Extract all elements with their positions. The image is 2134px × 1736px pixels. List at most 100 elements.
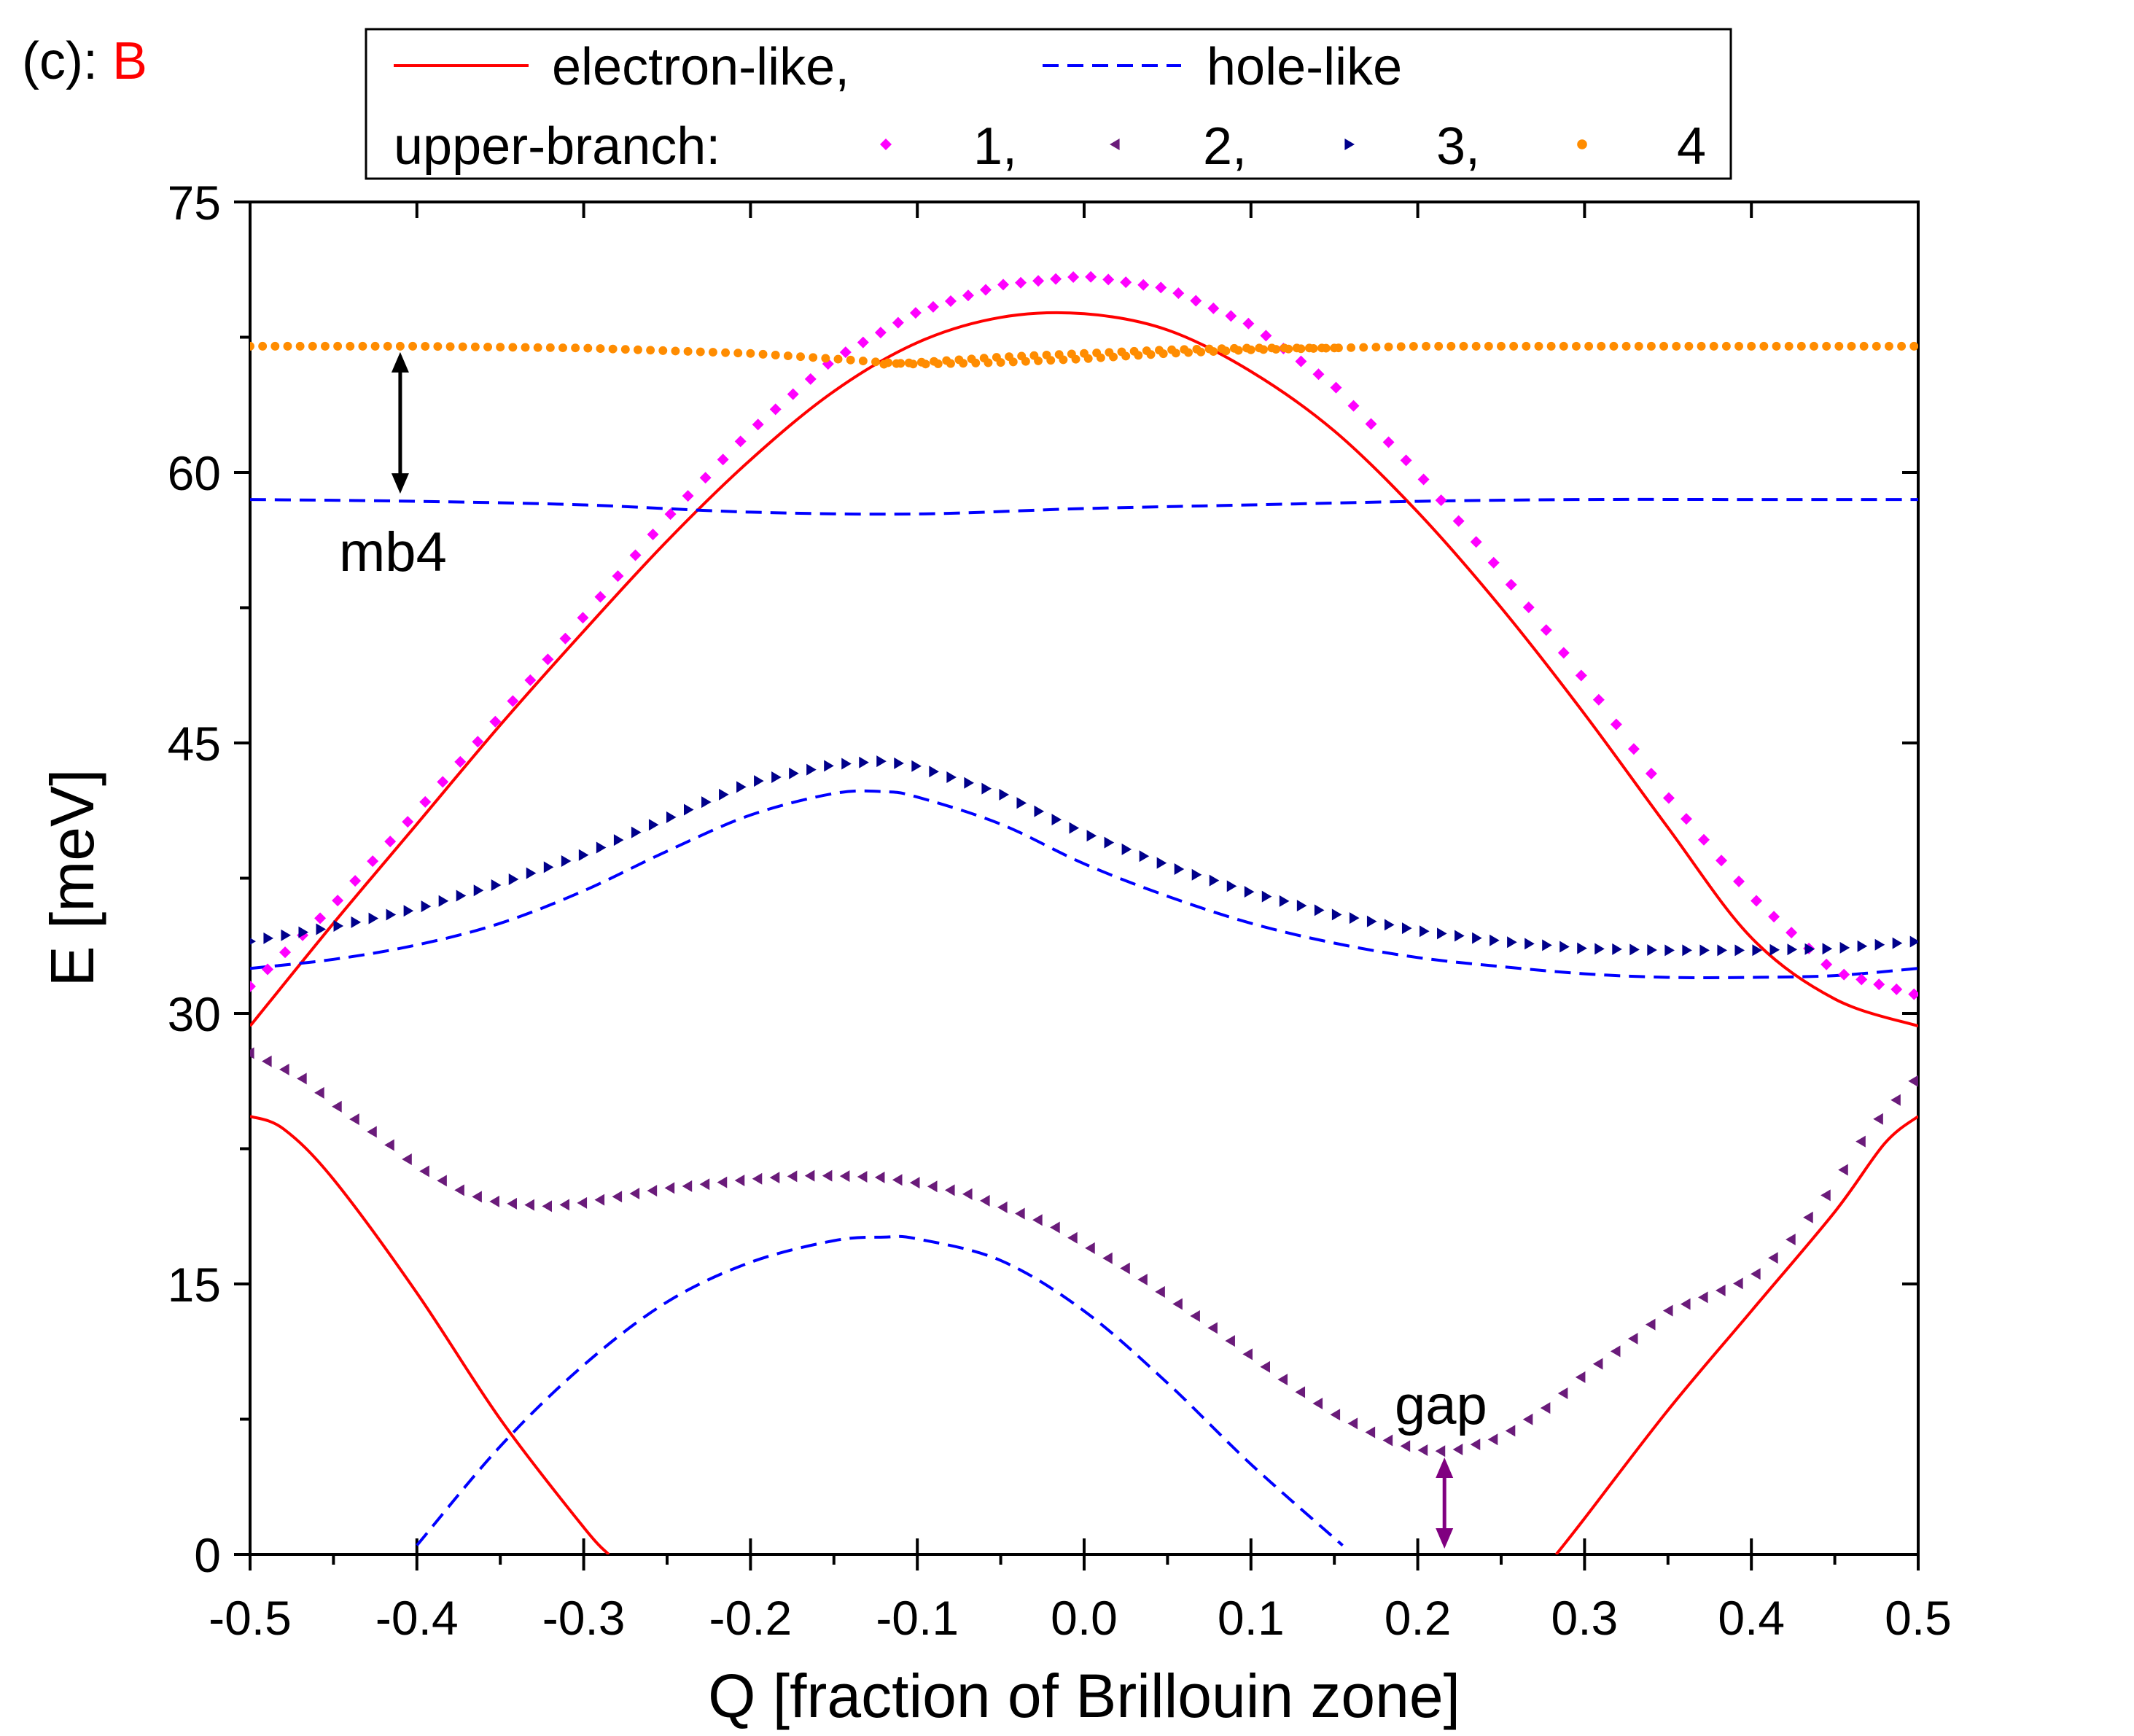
marker-upper4 [321,341,330,351]
marker-upper2 [1505,1425,1516,1437]
series-line-hole [416,1234,1344,1547]
marker-upper2 [1662,1304,1673,1317]
marker-upper1 [1067,271,1080,284]
marker-upper4 [258,341,268,351]
marker-upper3 [596,841,607,854]
marker-upper2 [250,1047,254,1059]
series-markers-upper4 [250,341,1918,369]
marker-upper4 [1784,341,1794,351]
marker-upper1 [1487,556,1500,569]
axes: -0.5 -0.4 -0.3 -0.2 -0.1 0.0 0.1 0.2 0.3 0.4 0.5 0 1… [168,176,1952,1645]
marker-upper1 [454,755,467,768]
marker-upper3 [1489,934,1500,946]
marker-upper3 [1577,942,1587,954]
legend: electron-like, hole-like upper-branch: 1… [365,28,1732,180]
marker-upper3 [1629,943,1640,956]
marker-upper4 [833,354,843,364]
marker-upper2 [419,1165,429,1178]
marker-upper4 [1371,343,1381,352]
marker-upper3 [578,849,589,861]
marker-upper1 [1908,988,1918,1000]
marker-upper3 [1752,944,1763,957]
y-tick-label: 15 [168,1258,221,1312]
marker-upper4 [1634,341,1643,351]
marker-upper3 [561,855,572,868]
marker-upper2 [367,1126,377,1138]
legend-upper-2: 2, [1203,117,1247,176]
marker-upper4 [508,343,518,352]
marker-upper4 [1796,341,1806,351]
marker-upper1 [419,795,432,808]
marker-upper1 [629,549,642,561]
marker-upper1 [612,570,624,583]
marker-upper4 [858,357,868,366]
marker-upper4 [1734,341,1743,351]
marker-upper4 [1697,341,1706,351]
marker-upper3 [999,788,1010,801]
marker-upper3 [1401,922,1412,935]
marker-upper3 [1051,814,1062,826]
marker-upper4 [783,351,793,361]
series-line-hole [250,497,1918,516]
marker-upper1 [1786,927,1798,939]
y-tick-label: 60 [168,446,221,500]
marker-upper2 [752,1172,763,1185]
marker-upper2 [1295,1386,1306,1398]
marker-upper4 [758,349,768,359]
y-tick-label: 75 [168,176,221,230]
marker-upper1 [1645,768,1657,780]
marker-upper2 [1242,1348,1253,1361]
marker-upper2 [682,1180,693,1192]
annotations: mb4 gap [339,351,1487,1549]
marker-upper4 [1054,350,1064,359]
marker-upper2 [279,1063,289,1075]
marker-upper2 [892,1174,903,1186]
marker-upper4 [846,355,855,365]
marker-upper4 [1572,341,1581,351]
marker-upper2 [1470,1439,1481,1451]
marker-upper2 [769,1172,780,1184]
marker-upper2 [734,1175,745,1187]
marker-upper1 [874,327,887,339]
marker-upper3 [841,758,852,770]
marker-upper4 [1546,341,1556,351]
marker-upper2 [1102,1252,1113,1264]
plot-frame [249,201,1920,1556]
marker-upper4 [1721,341,1731,351]
marker-upper3 [1594,943,1605,955]
marker-upper4 [708,348,717,357]
marker-upper2 [1487,1433,1498,1446]
marker-upper2 [909,1177,920,1189]
legend-electron-label: electron-like, [552,38,849,96]
marker-upper1 [1295,355,1307,367]
marker-upper4 [721,348,731,357]
marker-upper4 [1409,342,1418,351]
marker-upper2 [927,1180,938,1193]
legend-markers [880,139,1587,150]
marker-upper1 [1225,310,1237,322]
marker-upper4 [1597,341,1606,351]
marker-upper4 [1359,343,1368,352]
marker-upper2 [1610,1345,1621,1358]
legend-upper-branch-label: upper-branch: [394,117,720,176]
marker-upper1 [1680,813,1692,825]
marker-upper3 [281,929,292,941]
marker-upper2 [1365,1426,1376,1439]
marker-upper4 [1280,343,1289,353]
marker-upper4 [892,359,901,368]
marker-upper2 [699,1178,710,1191]
marker-upper4 [521,343,530,352]
marker-upper2 [1312,1397,1323,1409]
marker-upper3 [1191,868,1202,881]
marker-upper2 [384,1139,394,1151]
marker-upper3 [859,756,869,768]
marker-upper4 [942,356,951,365]
series-line-electron [250,1115,610,1554]
marker-upper4 [1267,343,1277,353]
marker-upper2 [1067,1231,1078,1244]
marker-upper2 [1855,1135,1866,1148]
legend-upper-3: 3, [1436,117,1480,176]
legend-upper-4: 4 [1677,117,1706,176]
marker-upper3 [1034,805,1045,817]
